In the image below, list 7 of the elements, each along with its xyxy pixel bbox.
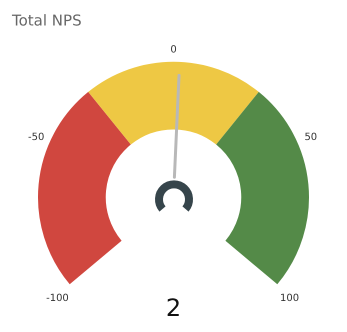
text: 100 [280,293,300,304]
text: 0 [170,44,177,56]
text: 50 [304,132,318,143]
text: 2 [166,294,182,322]
chart-title: Total NPS [11,11,82,30]
text: -100 [46,293,69,304]
text: -50 [28,132,44,143]
